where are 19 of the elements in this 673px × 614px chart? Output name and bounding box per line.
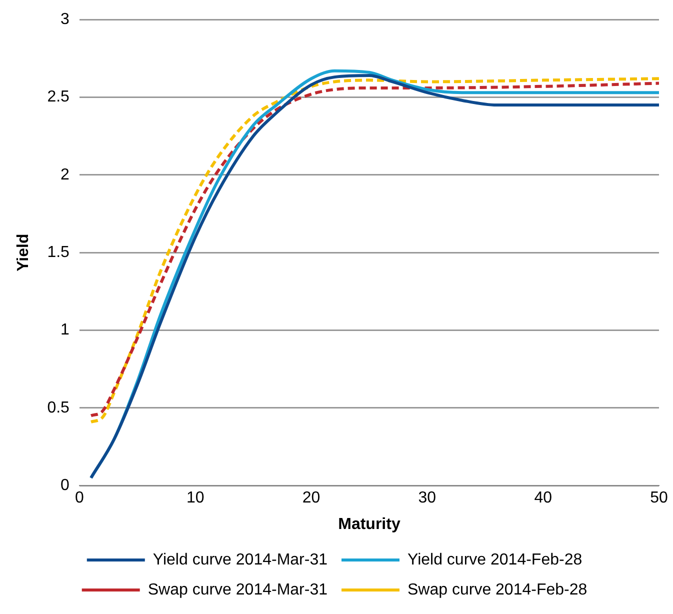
legend-label: Yield curve 2014-Feb-28 [407,551,582,568]
y-tick-label: 1 [60,322,70,339]
y-axis-title: Yield [15,234,32,272]
y-tick-label: 3 [60,11,70,28]
y-tick-label: 2.5 [47,88,70,106]
x-tick-label: 10 [186,490,204,507]
y-tick-label: 0.5 [47,399,70,416]
legend-label: Yield curve 2014-Mar-31 [152,551,328,568]
y-tick-label: 2 [60,166,70,184]
legend-label: Swap curve 2014-Mar-31 [148,581,328,598]
legend-label: Swap curve 2014-Feb-28 [407,581,588,598]
x-tick-label: 30 [418,490,436,507]
y-tick-label: 1.5 [47,244,70,262]
x-tick-label: 20 [302,490,320,507]
y-tick-label: 0 [60,477,70,494]
x-tick-label: 40 [534,490,552,507]
x-tick-label: 50 [650,490,668,507]
x-tick-label: 0 [74,490,84,507]
x-axis-title: Maturity [338,516,400,533]
